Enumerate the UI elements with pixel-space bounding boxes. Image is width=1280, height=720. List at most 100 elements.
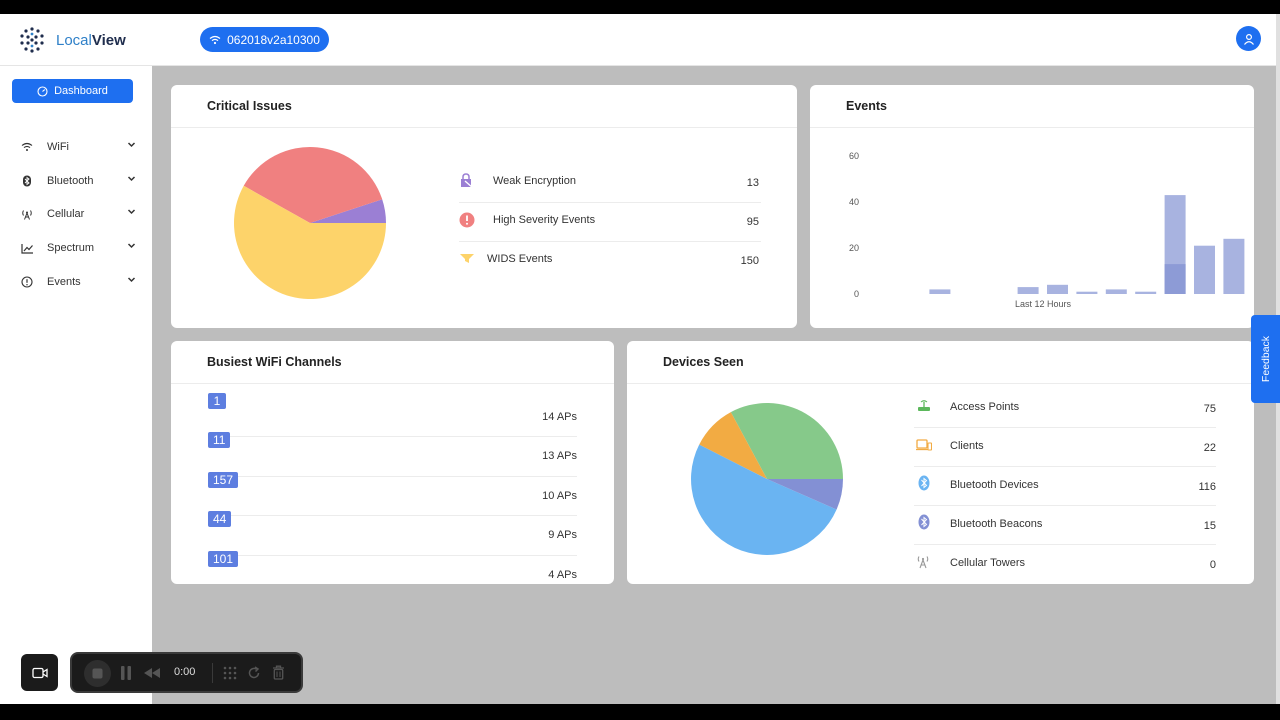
- sidebar-item-cellular[interactable]: Cellular: [20, 204, 138, 224]
- device-label: Bluetooth Devices: [950, 479, 1039, 491]
- devices-pie-slice-bluetooth-devices[interactable]: [691, 444, 837, 555]
- lock-icon: [459, 173, 475, 194]
- sidebar-item-bluetooth[interactable]: Bluetooth: [20, 171, 138, 191]
- bluetooth-device-icon: [918, 475, 930, 496]
- device-label: Clients: [950, 440, 984, 452]
- chevron-down-icon: [127, 243, 136, 249]
- channel-badge[interactable]: 11: [208, 432, 231, 448]
- busiest-channels-card: Busiest WiFi Channels 1 14 APs 11 13 APs…: [171, 341, 614, 584]
- sidebar-item-label: Events: [47, 276, 81, 288]
- cell-tower-icon: [915, 555, 931, 574]
- event-bar[interactable]: [1105, 289, 1127, 294]
- devices-pie-slice-clients[interactable]: [699, 412, 767, 479]
- issue-value: 13: [746, 177, 759, 189]
- channel-badge[interactable]: 157: [208, 472, 239, 488]
- channel-ap-count: 13 APs: [542, 450, 577, 462]
- device-count: 15: [1203, 520, 1216, 532]
- stop-button[interactable]: [84, 660, 111, 687]
- stop-icon: [92, 668, 103, 679]
- divider: [459, 202, 761, 203]
- channel-ap-count: 9 APs: [548, 529, 577, 541]
- sidebar-item-events[interactable]: Events: [20, 272, 138, 292]
- rewind-icon[interactable]: [144, 668, 160, 678]
- divider: [914, 466, 1216, 467]
- device-count: 75: [1203, 403, 1216, 415]
- recording-time: 0:00: [174, 666, 196, 678]
- issue-value: 95: [746, 216, 759, 228]
- feedback-tab[interactable]: Feedback: [1251, 315, 1280, 403]
- issue-label: WIDS Events: [487, 253, 553, 265]
- event-bar[interactable]: [1017, 287, 1039, 294]
- critical-issues-card: Critical Issues Weak Encryption 13 High …: [171, 85, 797, 328]
- alert-icon: [459, 212, 475, 233]
- divider: [914, 427, 1216, 428]
- divider: [171, 127, 797, 128]
- sidebar-item-label: WiFi: [47, 141, 69, 153]
- event-bar-overlay[interactable]: [1164, 264, 1186, 294]
- critical-issues-pie-slice-weak-encryption[interactable]: [310, 199, 386, 223]
- channel-ap-count: 14 APs: [542, 411, 577, 423]
- sidebar-item-label: Spectrum: [47, 242, 95, 254]
- critical-issues-pie-slice-high-severity-events[interactable]: [243, 146, 383, 223]
- divider: [208, 515, 577, 516]
- devices-pie-slice-bluetooth-beacons[interactable]: [767, 479, 843, 510]
- wifi-icon: [20, 142, 34, 152]
- grid-icon[interactable]: [223, 666, 237, 680]
- bluetooth-icon: [20, 175, 34, 187]
- event-bar[interactable]: [1076, 291, 1098, 294]
- app-name: LocalView: [56, 31, 126, 49]
- sidebar-item-spectrum[interactable]: Spectrum: [20, 238, 138, 258]
- top-bar: LocalView 062018v2a10300: [0, 14, 1276, 66]
- camera-button[interactable]: [21, 654, 58, 691]
- event-bar[interactable]: [1223, 238, 1245, 294]
- event-bar[interactable]: [1135, 291, 1157, 294]
- y-tick-label: 60: [849, 151, 859, 161]
- logo-icon: [20, 27, 44, 53]
- restart-icon[interactable]: [247, 666, 261, 680]
- divider: [459, 241, 761, 242]
- device-count: 0: [1209, 559, 1216, 571]
- channel-ap-count: 4 APs: [548, 569, 577, 581]
- divider: [914, 505, 1216, 506]
- dashboard-button[interactable]: Dashboard: [12, 79, 133, 103]
- wids-icon: [459, 251, 475, 270]
- sidebar-item-wifi[interactable]: WiFi: [20, 137, 138, 157]
- divider: [208, 555, 577, 556]
- user-icon: [1243, 33, 1254, 45]
- sidebar: Dashboard WiFi Bluetooth Cellular Spectr…: [0, 66, 152, 704]
- device-count: 116: [1198, 481, 1216, 493]
- event-bar[interactable]: [1047, 284, 1068, 294]
- y-tick-label: 40: [849, 197, 859, 207]
- info-icon: [20, 276, 34, 288]
- events-card: Events 0 20 40 60 Last 12 Hours: [810, 85, 1254, 328]
- chevron-down-icon: [127, 176, 136, 182]
- app-frame: LocalView 062018v2a10300 Dashboard: [0, 14, 1280, 704]
- clients-icon: [916, 438, 933, 456]
- channel-badge[interactable]: 101: [208, 551, 239, 567]
- critical-issues-pie-chart: [234, 146, 386, 299]
- card-title: Events: [846, 99, 887, 113]
- event-bar[interactable]: [1194, 245, 1215, 294]
- card-title: Devices Seen: [663, 355, 744, 369]
- channel-badge[interactable]: 1: [208, 393, 226, 409]
- event-bar[interactable]: [929, 289, 951, 294]
- divider: [171, 383, 614, 384]
- logo[interactable]: LocalView: [18, 26, 126, 54]
- trash-icon[interactable]: [272, 665, 285, 680]
- pause-icon[interactable]: [120, 666, 132, 680]
- devices-seen-card: Devices Seen Access Points 75 Clients 22…: [627, 341, 1254, 584]
- y-tick-label: 0: [854, 289, 859, 299]
- sidebar-item-label: Cellular: [47, 208, 85, 220]
- critical-issues-pie-slice-wids-events[interactable]: [234, 185, 386, 299]
- events-bar-chart: 0 20 40 60: [849, 151, 1245, 299]
- spectrum-icon: [20, 243, 34, 254]
- channel-badge[interactable]: 44: [208, 511, 232, 527]
- chevron-down-icon: [127, 209, 136, 215]
- divider: [208, 436, 577, 437]
- devices-pie-slice-access-points[interactable]: [730, 403, 843, 479]
- user-avatar-button[interactable]: [1236, 26, 1261, 51]
- wifi-icon: [209, 35, 221, 44]
- chevron-down-icon: [127, 277, 136, 283]
- device-selector-button[interactable]: 062018v2a10300: [200, 27, 329, 52]
- feedback-label: Feedback: [1259, 335, 1272, 383]
